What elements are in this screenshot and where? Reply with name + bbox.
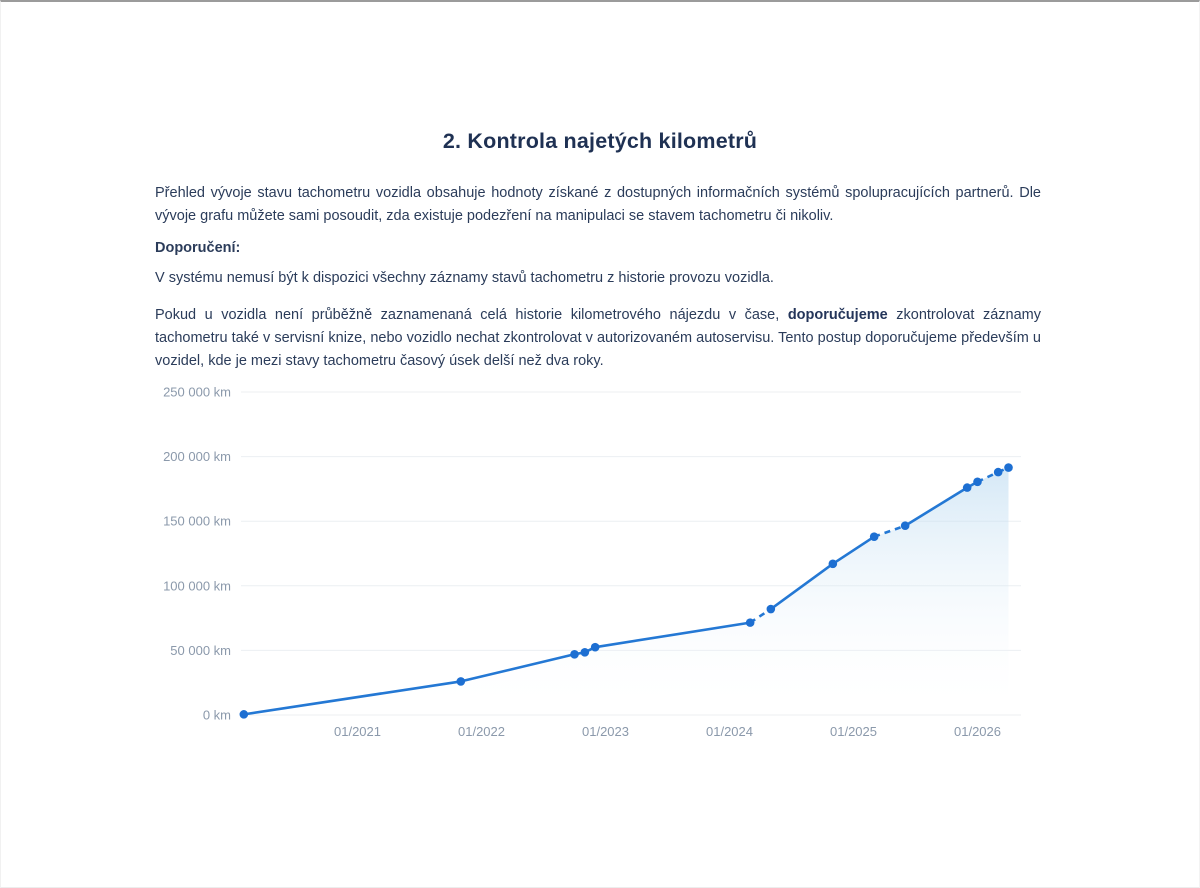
data-point (580, 648, 590, 657)
recommendation-heading: Doporučení: (155, 240, 241, 256)
data-point (239, 710, 249, 719)
trend-segment (903, 486, 969, 528)
data-point (993, 467, 1003, 477)
trend-area (243, 467, 1009, 715)
trend-segment (459, 652, 576, 683)
intro-paragraph: Přehled vývoje stavu tachometru vozidla … (155, 185, 1041, 224)
y-tick-label: 200 000 km (163, 449, 231, 464)
x-tick-label: 01/2026 (954, 724, 1001, 739)
trend-segment (831, 535, 876, 566)
page-title: 2. Kontrola najetých kilometrů (442, 129, 758, 153)
x-tick-label: 01/2023 (582, 724, 629, 739)
y-tick-label: 0 km (203, 708, 231, 723)
data-point (590, 642, 600, 652)
x-tick-label: 01/2022 (458, 724, 505, 739)
trend-segment-dashed (873, 524, 906, 538)
recommendation-detail: Pokud u vozidla není průběžně zaznamenan… (155, 304, 1041, 373)
data-point (828, 559, 838, 569)
data-point (456, 677, 466, 686)
y-tick-label: 100 000 km (163, 578, 231, 593)
x-tick-label: 01/2021 (334, 724, 381, 739)
y-tick-label: 150 000 km (163, 514, 231, 529)
data-point (900, 521, 910, 531)
data-point (745, 618, 755, 627)
detail-text-bold: doporučujeme (787, 307, 888, 323)
data-point (1004, 463, 1013, 472)
x-tick-label: 01/2025 (830, 724, 877, 739)
y-tick-label: 50 000 km (170, 643, 231, 658)
detail-text-before: Pokud u vozidla není průběžně zaznamenan… (155, 307, 788, 323)
data-point (962, 483, 972, 492)
trend-segment (769, 562, 835, 611)
recommendation-note: V systému nemusí být k dispozici všechny… (155, 270, 774, 286)
x-tick-label: 01/2024 (706, 724, 753, 739)
data-point (973, 477, 982, 487)
y-tick-label: 250 000 km (163, 385, 231, 400)
detail-text-after: zkontrolovat záznamy tachometru také v s… (155, 307, 1041, 369)
data-point (869, 532, 879, 542)
trend-segment (242, 680, 463, 716)
odometer-chart: 250 000 km 200 000 km 150 000 km 100 000 km… (163, 385, 1021, 739)
data-point (570, 649, 579, 659)
trend-segment (593, 621, 752, 649)
data-point (766, 604, 776, 614)
